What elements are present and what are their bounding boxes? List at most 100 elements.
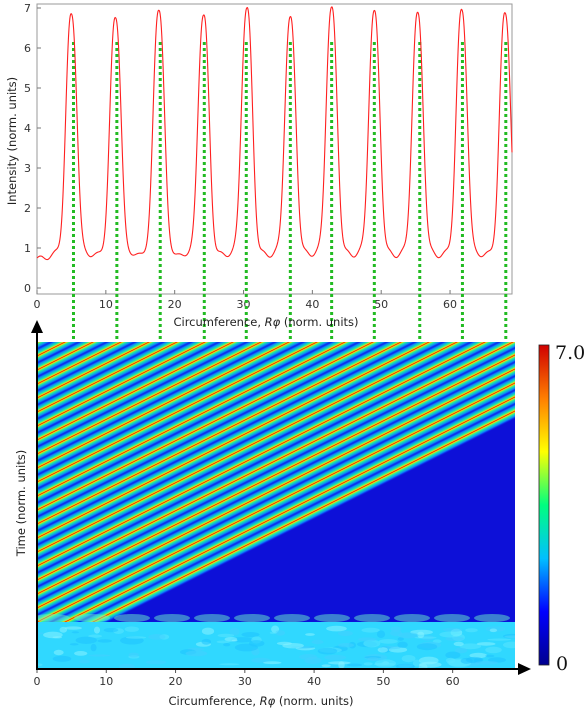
heatmap-texture-blotch bbox=[128, 652, 139, 658]
heatmap-y-axis-arrowhead bbox=[31, 320, 43, 333]
colorbar-max-label: 7.0 bbox=[555, 342, 584, 364]
heatmap-texture-blotch bbox=[361, 627, 380, 633]
heatmap-stripe bbox=[37, 348, 515, 639]
heatmap-texture-blotch bbox=[414, 636, 437, 639]
heatmap-texture-blotch bbox=[269, 631, 277, 635]
intensity-x-axis-label-text: Circumference, bbox=[173, 315, 264, 329]
heatmap-texture-blotch bbox=[75, 636, 98, 644]
intensity-y-tick-label: 5 bbox=[24, 82, 31, 95]
heatmap-texture-blotch bbox=[52, 636, 63, 639]
heatmap-texture-blotch bbox=[460, 657, 473, 664]
heatmap-x-tick-label: 60 bbox=[446, 675, 460, 688]
intensity-y-tick-label: 7 bbox=[24, 2, 31, 15]
intensity-y-axis-label: Intensity (norm. units) bbox=[5, 77, 19, 205]
time-heatmap-chart: 0 10 20 30 40 50 60 Time (norm. units) Circumf… bbox=[14, 320, 531, 708]
heatmap-transient-ripple bbox=[194, 614, 230, 622]
heatmap-texture-blotch bbox=[376, 630, 386, 638]
heatmap-texture-blotch bbox=[94, 626, 100, 634]
heatmap-texture-blotch bbox=[52, 655, 72, 662]
heatmap-stripe bbox=[37, 342, 515, 457]
heatmap-transient-texture bbox=[37, 614, 515, 669]
heatmap-texture-blotch bbox=[418, 663, 428, 669]
intensity-x-tick-label: 0 bbox=[34, 298, 41, 311]
heatmap-texture-blotch bbox=[311, 639, 324, 645]
heatmap-texture-blotch bbox=[377, 647, 388, 653]
intensity-x-axis-label-var: Rφ bbox=[265, 315, 281, 329]
heatmap-stripe bbox=[37, 342, 515, 597]
intensity-x-tick-label: 10 bbox=[99, 298, 113, 311]
heatmap-texture-blotch bbox=[485, 646, 502, 654]
heatmap-texture-blotch bbox=[223, 643, 231, 647]
heatmap-texture-blotch bbox=[317, 647, 338, 655]
heatmap-transient-ripple bbox=[434, 614, 470, 622]
heatmap-x-axis-arrowhead bbox=[518, 663, 531, 675]
intensity-series-line bbox=[36, 6, 513, 261]
heatmap-texture-blotch bbox=[37, 663, 43, 667]
heatmap-x-tick-label: 0 bbox=[34, 675, 41, 688]
heatmap-texture-blotch bbox=[326, 625, 347, 632]
heatmap-texture-blotch bbox=[469, 652, 488, 659]
heatmap-texture-blotch bbox=[59, 626, 68, 633]
heatmap-stripe bbox=[37, 342, 515, 527]
heatmap-texture-blotch bbox=[328, 661, 351, 665]
intensity-chart: 0 10 20 30 40 50 60 0 1 2 3 4 5 6 7 Intensity (norm. u… bbox=[5, 2, 513, 342]
colorbar-fill bbox=[538, 344, 550, 666]
heatmap-x-tick-label: 50 bbox=[376, 675, 390, 688]
heatmap-texture-blotch bbox=[487, 638, 512, 641]
heatmap-stripe bbox=[37, 362, 515, 653]
heatmap-texture-blotch bbox=[125, 636, 147, 639]
heatmap-texture-blotch bbox=[445, 657, 456, 664]
heatmap-texture-blotch bbox=[201, 638, 212, 645]
heatmap-area bbox=[37, 342, 515, 669]
intensity-x-tick-label: 40 bbox=[305, 298, 319, 311]
heatmap-texture-blotch bbox=[485, 654, 495, 658]
heatmap-y-axis-label: Time (norm. units) bbox=[14, 450, 28, 557]
heatmap-x-tick-label: 10 bbox=[99, 675, 113, 688]
intensity-x-axis-label: Circumference, Rφ (norm. units) bbox=[173, 315, 358, 329]
heatmap-texture-blotch bbox=[69, 643, 79, 646]
intensity-x-tick-label: 50 bbox=[374, 298, 388, 311]
heatmap-texture-blotch bbox=[476, 642, 496, 646]
intensity-x-tick-label: 30 bbox=[237, 298, 251, 311]
heatmap-texture-blotch bbox=[118, 663, 135, 669]
heatmap-texture-blotch bbox=[324, 654, 347, 661]
heatmap-texture-blotch bbox=[145, 660, 167, 665]
heatmap-stripe bbox=[37, 342, 515, 513]
heatmap-texture-blotch bbox=[442, 627, 463, 632]
heatmap-stripe bbox=[37, 342, 515, 625]
heatmap-texture-blotch bbox=[453, 641, 464, 647]
intensity-x-axis-label-unit: (norm. units) bbox=[280, 315, 358, 329]
heatmap-stripe bbox=[37, 342, 515, 611]
heatmap-texture-blotch bbox=[251, 657, 271, 663]
heatmap-texture-blotch bbox=[338, 643, 354, 648]
heatmap-texture-blotch bbox=[503, 641, 515, 649]
heatmap-texture-blotch bbox=[459, 643, 482, 650]
heatmap-x-tick-label: 30 bbox=[238, 675, 252, 688]
intensity-y-tick-label: 4 bbox=[24, 122, 31, 135]
heatmap-texture-blotch bbox=[305, 633, 315, 636]
colorbar: 7.0 0 bbox=[538, 342, 584, 675]
heatmap-stripe bbox=[37, 342, 515, 541]
heatmap-texture-blotch bbox=[358, 637, 377, 642]
heatmap-texture-blotch bbox=[71, 631, 80, 634]
heatmap-transient-ripple bbox=[234, 614, 270, 622]
heatmap-texture-blotch bbox=[229, 627, 240, 636]
heatmap-texture-blotch bbox=[275, 630, 286, 636]
heatmap-texture-blotch bbox=[241, 632, 260, 638]
heatmap-texture-blotch bbox=[148, 634, 166, 640]
heatmap-stripe bbox=[37, 342, 515, 583]
heatmap-stripe bbox=[37, 342, 515, 555]
heatmap-texture-blotch bbox=[445, 636, 464, 642]
heatmap-stripe bbox=[37, 342, 515, 443]
heatmap-transient-ripple bbox=[274, 614, 310, 622]
heatmap-texture-blotch bbox=[363, 662, 373, 666]
heatmap-texture-blotch bbox=[412, 659, 421, 667]
heatmap-texture-blotch bbox=[363, 639, 381, 648]
intensity-y-tick-label: 6 bbox=[24, 42, 31, 55]
heatmap-texture-blotch bbox=[321, 664, 331, 668]
intensity-x-tick-label: 60 bbox=[443, 298, 457, 311]
heatmap-texture-blotch bbox=[185, 650, 208, 657]
heatmap-stripe bbox=[37, 376, 515, 667]
heatmap-x-axis-label-text: Circumference, bbox=[168, 694, 259, 708]
heatmap-texture-blotch bbox=[416, 643, 438, 651]
